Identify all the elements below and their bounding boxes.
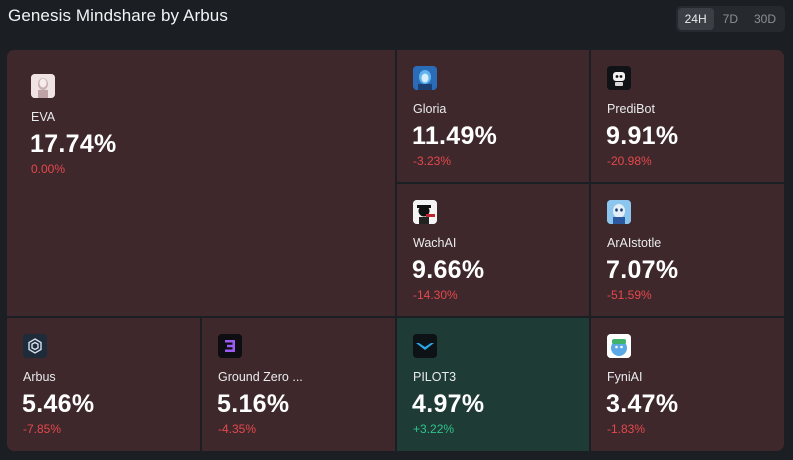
gloria-avatar-icon: [413, 66, 437, 90]
tile-wachai[interactable]: WachAI 9.66% -14.30%: [397, 184, 589, 316]
tile-change: -3.23%: [413, 154, 452, 168]
tile-share: 11.49%: [412, 122, 498, 150]
tile-share: 9.66%: [412, 256, 485, 284]
tab-30d[interactable]: 30D: [753, 12, 776, 26]
tile-change: -4.35%: [218, 422, 257, 436]
tile-share: 5.16%: [217, 390, 290, 418]
page-title: Genesis Mindshare by Arbus: [8, 6, 228, 25]
araistotle-avatar-icon: [607, 200, 631, 224]
tile-eva[interactable]: EVA 17.74% 0.00%: [7, 50, 395, 316]
tile-name: Gloria: [413, 102, 447, 116]
tile-change: -51.59%: [607, 288, 652, 302]
tab-7d[interactable]: 7D: [722, 12, 738, 26]
tile-change: -1.83%: [607, 422, 646, 436]
wachai-avatar-icon: [413, 200, 437, 224]
tile-pilot3[interactable]: PILOT3 4.97% +3.22%: [397, 318, 589, 451]
tile-name: PrediBot: [607, 102, 655, 116]
tile-predibot[interactable]: PrediBot 9.91% -20.98%: [591, 50, 784, 182]
tile-name: PILOT3: [413, 370, 457, 384]
tile-share: 9.91%: [606, 122, 679, 150]
tile-ground-zero[interactable]: Ground Zero ... 5.16% -4.35%: [202, 318, 395, 451]
eva-avatar-icon: [31, 74, 55, 98]
tile-gloria[interactable]: Gloria 11.49% -3.23%: [397, 50, 589, 182]
fyniai-avatar-icon: [607, 334, 631, 358]
tile-name: Arbus: [23, 370, 56, 384]
tile-name: Ground Zero ...: [218, 370, 303, 384]
tile-change: +3.22%: [413, 422, 455, 436]
predibot-robot-icon: [607, 66, 631, 90]
tile-araistotle[interactable]: ArAIstotle 7.07% -51.59%: [591, 184, 784, 316]
tile-share: 17.74%: [30, 130, 117, 158]
tile-name: FyniAI: [607, 370, 643, 384]
tile-name: ArAIstotle: [607, 236, 662, 250]
arbus-logo-icon: [23, 334, 47, 358]
tile-share: 5.46%: [22, 390, 95, 418]
time-range-tabs: 24H 7D 30D: [675, 6, 785, 32]
tile-change: -20.98%: [607, 154, 652, 168]
tile-arbus[interactable]: Arbus 5.46% -7.85%: [7, 318, 200, 451]
tile-change: -7.85%: [23, 422, 62, 436]
tab-24h[interactable]: 24H: [677, 8, 714, 30]
tile-share: 3.47%: [606, 390, 679, 418]
tile-fyniai[interactable]: FyniAI 3.47% -1.83%: [591, 318, 784, 451]
pilot3-logo-icon: [413, 334, 437, 358]
tile-change: 0.00%: [31, 162, 66, 176]
tile-change: -14.30%: [413, 288, 458, 302]
tile-share: 4.97%: [412, 390, 485, 418]
tile-name: EVA: [31, 110, 56, 124]
ground-zero-logo-icon: [218, 334, 242, 358]
tile-share: 7.07%: [606, 256, 679, 284]
mindshare-treemap: EVA 17.74% 0.00% Gloria 11.49% -3.23% Pr…: [7, 50, 784, 451]
tile-name: WachAI: [413, 236, 457, 250]
